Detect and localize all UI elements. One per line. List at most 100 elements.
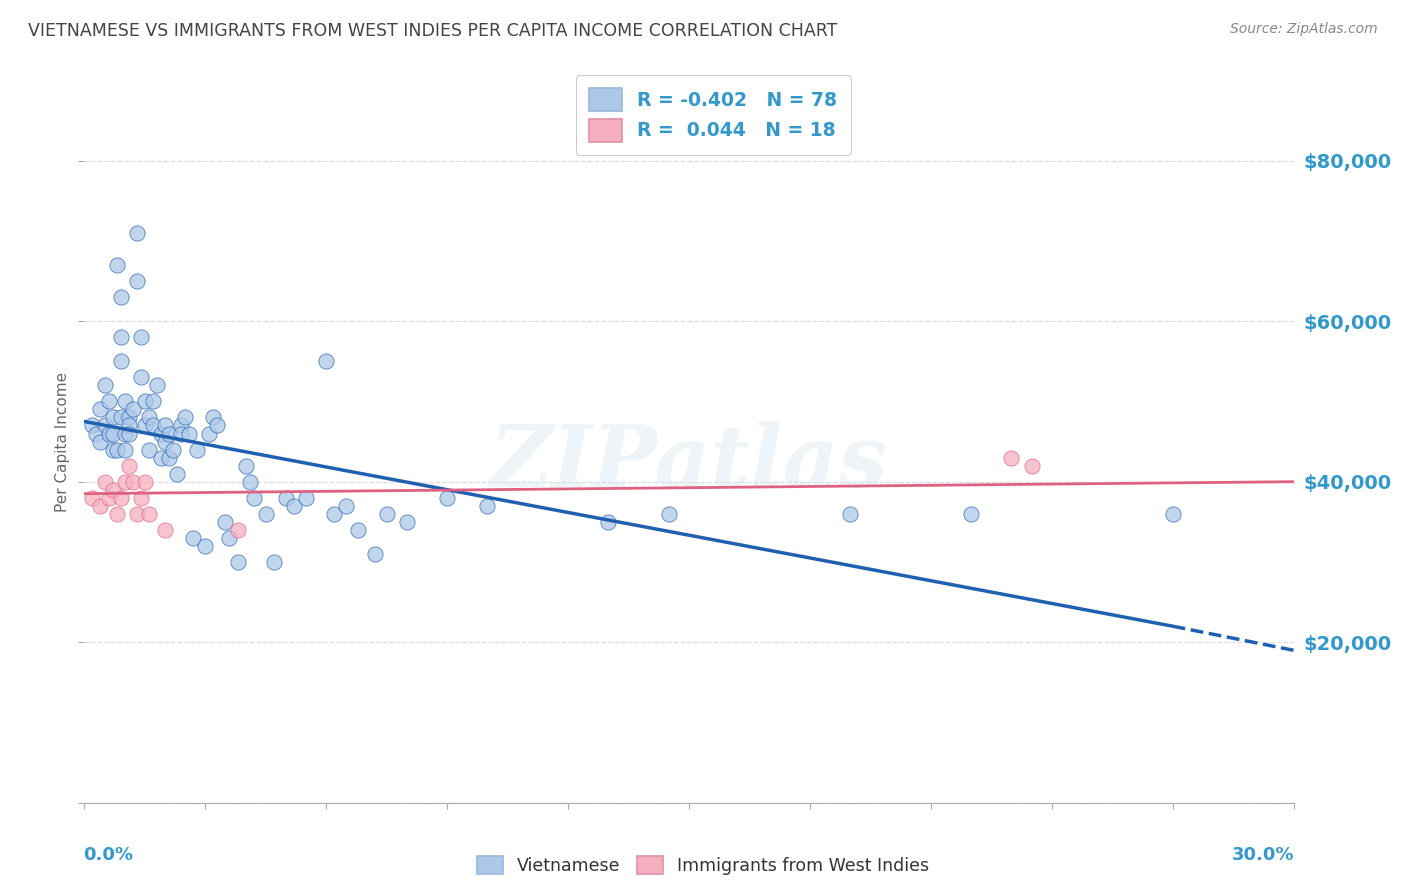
Point [110,330,132,344]
Point [323,507,346,521]
Point [1000,450,1022,465]
Point [226,555,249,569]
Point [153,523,176,537]
Point [170,426,193,441]
Point [110,491,132,505]
Point [97,491,120,505]
Point [110,354,132,368]
Point [93,378,115,392]
Point [207,418,229,433]
Point [283,499,305,513]
Point [186,442,208,457]
Point [198,426,221,441]
Point [114,394,136,409]
Point [839,507,862,521]
Point [153,418,176,433]
Point [157,426,180,441]
Point [395,515,418,529]
Point [598,515,620,529]
Point [89,499,111,513]
Point [202,410,225,425]
Point [93,418,115,433]
Point [101,483,124,497]
Point [218,531,240,545]
Point [105,258,128,272]
Point [129,330,152,344]
Point [375,507,398,521]
Point [121,475,143,489]
Point [118,426,141,441]
Point [142,418,165,433]
Point [82,418,104,433]
Point [118,458,141,473]
Point [89,402,111,417]
Point [129,491,152,505]
Point [295,491,318,505]
Point [93,475,115,489]
Point [153,434,176,449]
Point [101,426,124,441]
Text: VIETNAMESE VS IMMIGRANTS FROM WEST INDIES PER CAPITA INCOME CORRELATION CHART: VIETNAMESE VS IMMIGRANTS FROM WEST INDIE… [28,22,838,40]
Text: ZIPatlas: ZIPatlas [489,421,889,505]
Y-axis label: Per Capita Income: Per Capita Income [55,371,70,512]
Point [162,442,184,457]
Point [121,402,143,417]
Point [110,290,132,304]
Point [335,499,357,513]
Text: Source: ZipAtlas.com: Source: ZipAtlas.com [1230,22,1378,37]
Point [125,226,148,240]
Point [105,507,128,521]
Point [101,442,124,457]
Point [181,531,204,545]
Point [82,491,104,505]
Point [134,475,156,489]
Point [138,410,160,425]
Point [118,410,141,425]
Point [138,442,160,457]
Point [174,410,197,425]
Point [1161,507,1184,521]
Point [134,418,156,433]
Point [89,434,111,449]
Point [239,475,262,489]
Point [477,499,499,513]
Point [101,410,124,425]
Point [194,539,217,553]
Text: 0.0%: 0.0% [83,847,134,864]
Point [114,475,136,489]
Point [110,410,132,425]
Point [274,491,297,505]
Point [960,507,983,521]
Point [86,426,108,441]
Text: 30.0%: 30.0% [1232,847,1295,864]
Point [118,418,141,433]
Point [149,426,172,441]
Point [114,442,136,457]
Point [97,426,120,441]
Point [134,394,156,409]
Point [1021,458,1043,473]
Point [226,523,249,537]
Point [179,426,201,441]
Legend: R = -0.402   N = 78, R =  0.044   N = 18: R = -0.402 N = 78, R = 0.044 N = 18 [575,75,851,154]
Point [142,394,165,409]
Point [170,418,193,433]
Point [436,491,458,505]
Legend: Vietnamese, Immigrants from West Indies: Vietnamese, Immigrants from West Indies [468,847,938,883]
Point [125,274,148,288]
Point [658,507,681,521]
Point [235,458,257,473]
Point [125,507,148,521]
Point [138,507,160,521]
Point [149,450,172,465]
Point [157,450,180,465]
Point [214,515,236,529]
Point [347,523,370,537]
Point [166,467,188,481]
Point [105,442,128,457]
Point [129,370,152,384]
Point [146,378,169,392]
Point [114,426,136,441]
Point [363,547,385,561]
Point [97,394,120,409]
